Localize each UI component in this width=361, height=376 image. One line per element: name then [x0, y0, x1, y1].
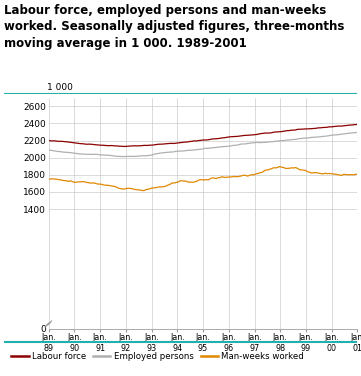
Text: 1 000: 1 000: [47, 83, 73, 92]
Legend: Labour force, Employed persons, Man-weeks worked: Labour force, Employed persons, Man-week…: [8, 349, 308, 365]
Text: Labour force, employed persons and man-weeks
worked. Seasonally adjusted figures: Labour force, employed persons and man-w…: [4, 4, 344, 50]
